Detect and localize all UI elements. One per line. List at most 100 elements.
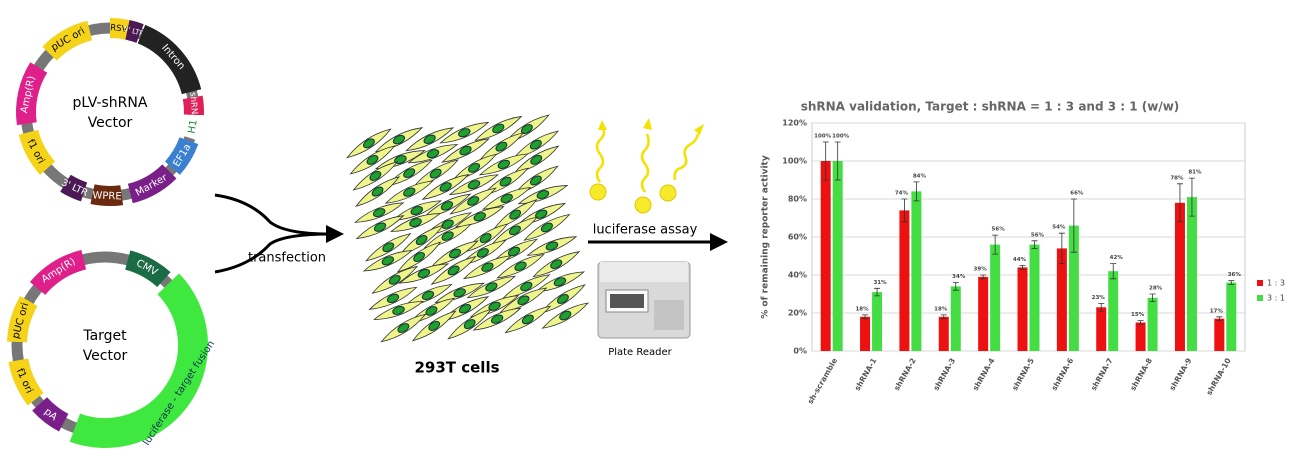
- error-bar: [1216, 316, 1223, 321]
- ray-head: [598, 120, 607, 130]
- feature: [109, 18, 130, 40]
- nucleus: [382, 242, 395, 253]
- error-bar: [1098, 303, 1105, 312]
- plate-reader: [597, 261, 691, 339]
- nucleus: [535, 209, 548, 219]
- x-tick-label: shRNA-5: [1010, 357, 1036, 393]
- cell: [474, 115, 523, 142]
- feature-label: H1: [187, 119, 200, 135]
- bar: [990, 244, 1001, 351]
- bar: [1226, 282, 1237, 351]
- feature: [29, 249, 87, 296]
- cell: [405, 127, 455, 152]
- x-tick-label: sh-scramble: [806, 357, 840, 406]
- bar: [1056, 248, 1067, 351]
- value-label: 36%: [1228, 272, 1242, 278]
- nucleus: [520, 281, 533, 292]
- feature: [127, 164, 177, 204]
- feature-label: shRNA: [187, 92, 199, 121]
- nucleus: [371, 186, 384, 197]
- value-label: 34%: [952, 274, 966, 280]
- bar: [1096, 307, 1107, 351]
- nucleus: [529, 139, 542, 150]
- chart: shRNA validation, Target : shRNA = 1 : 3…: [761, 100, 1285, 406]
- nucleus: [392, 305, 405, 315]
- legend-label: 3 : 1: [1267, 294, 1285, 303]
- value-label: 42%: [1110, 255, 1124, 261]
- nucleus: [381, 256, 395, 266]
- nucleus: [409, 218, 422, 227]
- chart-title: shRNA validation, Target : shRNA = 1 : 3…: [801, 100, 1180, 114]
- bar: [860, 316, 871, 351]
- cell: [355, 176, 401, 207]
- cell: [532, 251, 581, 278]
- nucleus: [481, 262, 494, 272]
- nucleus: [403, 187, 416, 197]
- feature-label: WPRE: [92, 190, 122, 202]
- y-tick-label: 120%: [782, 119, 807, 128]
- nucleus: [363, 138, 375, 149]
- cell: [385, 159, 433, 187]
- cell: [504, 305, 552, 334]
- nucleus: [459, 145, 472, 156]
- bar: [1017, 267, 1028, 351]
- feature: [90, 184, 124, 206]
- nucleus: [550, 259, 563, 269]
- nucleus: [485, 282, 498, 292]
- cell: [472, 307, 522, 331]
- cell: [440, 296, 490, 322]
- bar: [1186, 197, 1197, 351]
- photon: [589, 183, 607, 201]
- cell: [491, 216, 539, 245]
- value-label: 18%: [934, 306, 948, 312]
- bar: [1147, 297, 1158, 351]
- cell: [534, 271, 586, 293]
- nucleus: [557, 294, 569, 304]
- value-label: 54%: [1052, 225, 1066, 231]
- cell: [441, 138, 490, 163]
- nucleus: [413, 251, 425, 263]
- cell: [541, 302, 590, 329]
- arrow: [214, 193, 331, 236]
- y-tick-label: 80%: [788, 195, 807, 204]
- plasmid-title: pLV-shRNA: [73, 95, 148, 111]
- bar: [950, 286, 961, 351]
- cell: [403, 284, 453, 307]
- cell: [439, 121, 490, 144]
- cell: [492, 199, 538, 231]
- cells-label: 293T cells: [414, 359, 499, 377]
- nucleus: [530, 154, 543, 165]
- value-label: 100%: [814, 134, 831, 140]
- plasmid-title: Target: [82, 328, 127, 344]
- nucleus: [397, 323, 410, 333]
- nucleus: [499, 176, 512, 187]
- cell: [362, 250, 413, 272]
- nucleus: [463, 319, 476, 330]
- feature: [16, 62, 48, 126]
- feature: [7, 296, 38, 343]
- value-label: 23%: [1092, 295, 1106, 301]
- nucleus: [366, 155, 379, 165]
- bar: [1174, 202, 1185, 351]
- error-bar: [1031, 240, 1038, 249]
- x-tick-label: shRNA-6: [1050, 357, 1076, 393]
- error-bar: [980, 274, 987, 280]
- value-label: 81%: [1188, 170, 1202, 176]
- error-bar: [1058, 232, 1065, 264]
- cell: [462, 223, 509, 253]
- x-tick-label: shRNA-9: [1168, 357, 1194, 393]
- y-tick-label: 40%: [788, 271, 807, 280]
- nucleus: [467, 180, 481, 190]
- cell: [391, 200, 442, 221]
- nucleus: [421, 290, 435, 301]
- nucleus: [517, 295, 530, 305]
- nucleus: [495, 141, 508, 152]
- nucleus: [428, 320, 441, 331]
- value-label: 44%: [1013, 257, 1027, 263]
- nucleus: [514, 261, 527, 271]
- nucleus: [488, 301, 501, 311]
- y-tick-label: 0%: [793, 347, 807, 356]
- cell: [384, 180, 434, 204]
- cell: [481, 186, 532, 210]
